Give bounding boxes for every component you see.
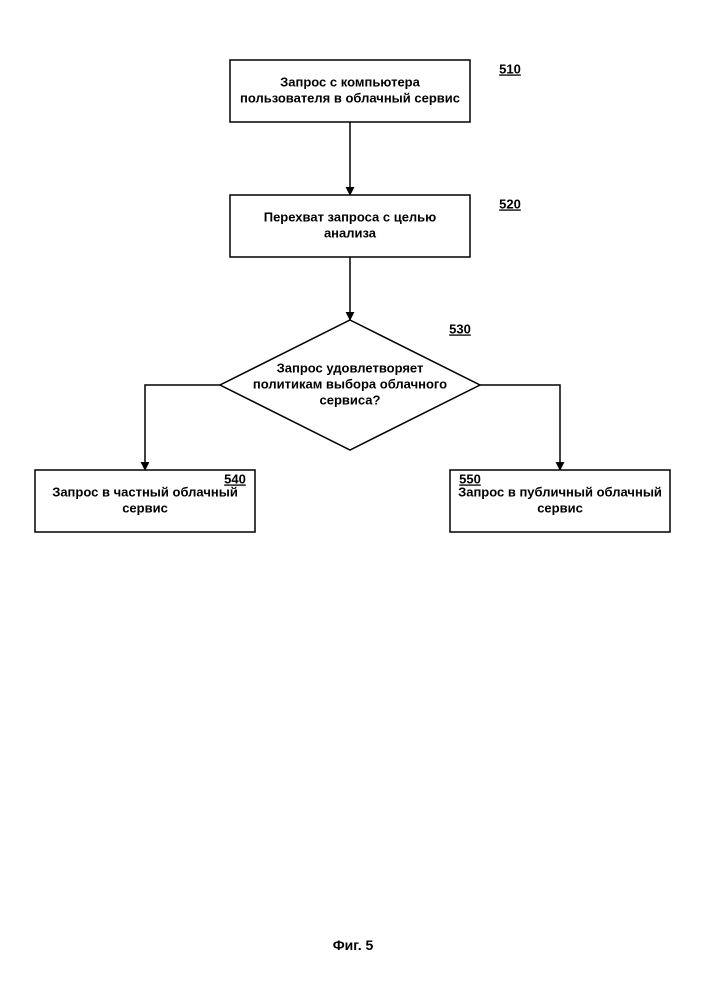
node-text: сервис <box>122 500 168 515</box>
node-text: Запрос удовлетворяет <box>277 360 424 375</box>
node-text: Запрос с компьютера <box>280 74 421 89</box>
edge-2 <box>145 385 220 470</box>
node-text: Запрос в публичный облачный <box>458 484 662 499</box>
ref-number: 530 <box>449 321 471 336</box>
figure-caption: Фиг. 5 <box>333 937 374 953</box>
node-text: сервис <box>537 500 583 515</box>
node-text: сервиса? <box>320 392 381 407</box>
ref-number: 540 <box>224 471 246 486</box>
node-n520: Перехват запроса с цельюанализа 520 <box>230 195 521 257</box>
node-n540: Запрос в частный облачныйсервис 540 <box>35 470 255 532</box>
ref-number: 550 <box>459 471 481 486</box>
node-n530: Запрос удовлетворяетполитикам выбора обл… <box>220 320 480 450</box>
node-n510: Запрос с компьютерапользователя в облачн… <box>230 60 521 122</box>
node-text: анализа <box>324 225 377 240</box>
node-text: Перехват запроса с целью <box>264 209 437 224</box>
nodes: Запрос с компьютерапользователя в облачн… <box>35 60 670 532</box>
edge-3 <box>480 385 560 470</box>
ref-number: 510 <box>499 61 521 76</box>
ref-number: 520 <box>499 196 521 211</box>
node-text: пользователя в облачный сервис <box>240 90 460 105</box>
node-text: политикам выбора облачного <box>253 376 447 391</box>
node-text: Запрос в частный облачный <box>52 484 238 499</box>
node-n550: Запрос в публичный облачныйсервис 550 <box>450 470 670 532</box>
